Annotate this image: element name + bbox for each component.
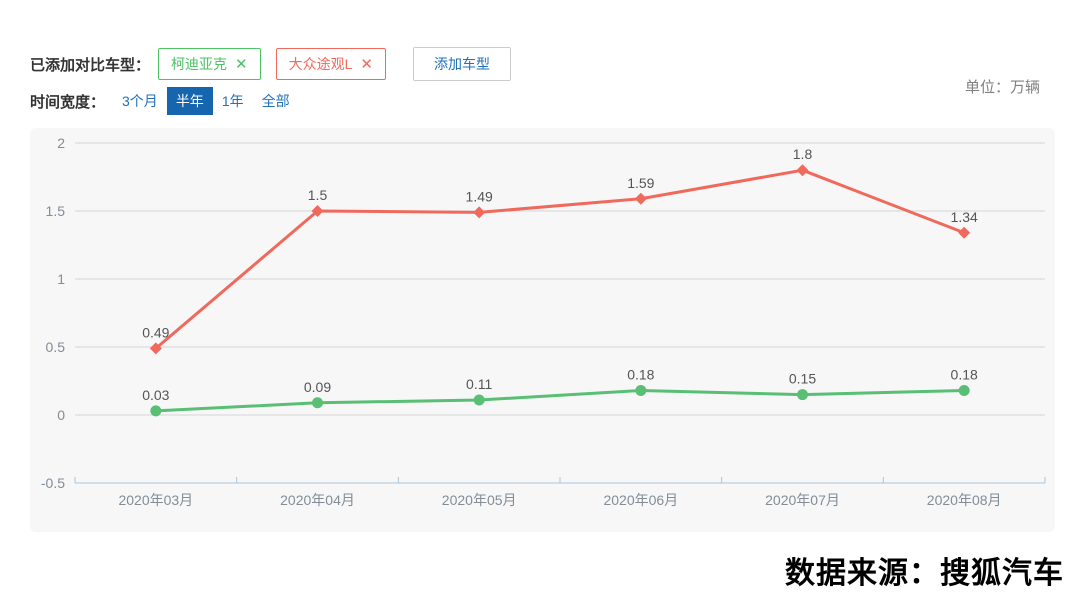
- y-tick-label: 1.5: [46, 203, 66, 219]
- data-point-大众途观L[interactable]: [311, 205, 324, 217]
- data-point-柯迪亚克[interactable]: [150, 405, 162, 417]
- value-label: 0.09: [304, 379, 331, 395]
- chart-panel: 2 1.5 1 0.5 0 -0.5 2020年03月 2020年04月 2020年05月 202…: [30, 128, 1055, 532]
- close-icon[interactable]: ✕: [360, 55, 373, 73]
- add-model-button[interactable]: 添加车型: [412, 47, 511, 81]
- y-tick-label: 1: [57, 271, 65, 287]
- value-label: 0.11: [466, 376, 492, 392]
- time-option-halfyear[interactable]: 半年: [166, 87, 213, 115]
- value-label: 0.15: [789, 371, 816, 387]
- data-point-大众途观L[interactable]: [796, 164, 809, 177]
- value-label: 1.34: [951, 209, 978, 225]
- y-tick-label: -0.5: [41, 475, 65, 491]
- time-option-3months[interactable]: 3个月: [122, 93, 158, 109]
- data-source: 数据来源：搜狐汽车: [785, 557, 1064, 590]
- close-icon[interactable]: ✕: [235, 55, 248, 73]
- line-chart: 2 1.5 1 0.5 0 -0.5 2020年03月 2020年04月 2020年05月 202…: [41, 135, 1046, 508]
- data-point-柯迪亚克[interactable]: [797, 389, 808, 401]
- value-label: 0.18: [627, 367, 654, 383]
- data-point-柯迪亚克[interactable]: [473, 394, 485, 406]
- data-point-大众途观L[interactable]: [958, 226, 971, 239]
- data-point-大众途观L[interactable]: [149, 342, 162, 355]
- y-tick-label: 2: [57, 135, 65, 151]
- toolbar-compare-row: 已添加对比车型： 柯迪亚克 ✕ 大众途观L ✕ 添加车型: [30, 47, 511, 81]
- x-tick-label: 2020年06月: [603, 492, 678, 508]
- series-line-柯迪亚克: [154, 389, 966, 413]
- tag-kodiaq-label: 柯迪亚克: [171, 56, 228, 72]
- x-tick-label: 2020年03月: [118, 492, 193, 508]
- data-point-柯迪亚克[interactable]: [635, 385, 647, 397]
- y-tick-label: 0: [57, 407, 65, 423]
- time-range-selector: 时间宽度： 3个月 半年 1年 全部: [30, 87, 299, 115]
- x-tick-label: 2020年05月: [442, 492, 517, 508]
- data-point-柯迪亚克[interactable]: [312, 397, 323, 409]
- value-label: 0.49: [142, 324, 169, 340]
- value-label: 1.5: [308, 187, 328, 203]
- series-line-大众途观L: [154, 168, 966, 350]
- x-tick-label: 2020年07月: [765, 492, 840, 508]
- value-label: 1.59: [627, 175, 654, 191]
- data-point-大众途观L[interactable]: [634, 192, 647, 205]
- time-range-label: 时间宽度：: [30, 93, 106, 111]
- value-label: 1.8: [793, 146, 813, 162]
- data-point-大众途观L[interactable]: [473, 206, 486, 219]
- tag-tiguan-l-label: 大众途观L: [288, 56, 353, 72]
- added-models-label: 已添加对比车型：: [30, 56, 151, 74]
- x-tick-label: 2020年08月: [927, 492, 1002, 508]
- tag-kodiaq[interactable]: 柯迪亚克 ✕: [158, 48, 261, 80]
- value-label: 1.49: [466, 188, 493, 204]
- tag-tiguan-l[interactable]: 大众途观L ✕: [275, 48, 386, 80]
- unit-label: 单位：万辆: [964, 79, 1040, 96]
- value-label: 0.03: [142, 387, 169, 403]
- time-option-1year[interactable]: 1年: [221, 93, 244, 109]
- y-tick-label: 0.5: [46, 339, 66, 355]
- value-label: 0.18: [951, 367, 978, 383]
- x-tick-label: 2020年04月: [280, 492, 355, 508]
- data-point-柯迪亚克[interactable]: [958, 385, 970, 397]
- time-option-all[interactable]: 全部: [261, 93, 290, 109]
